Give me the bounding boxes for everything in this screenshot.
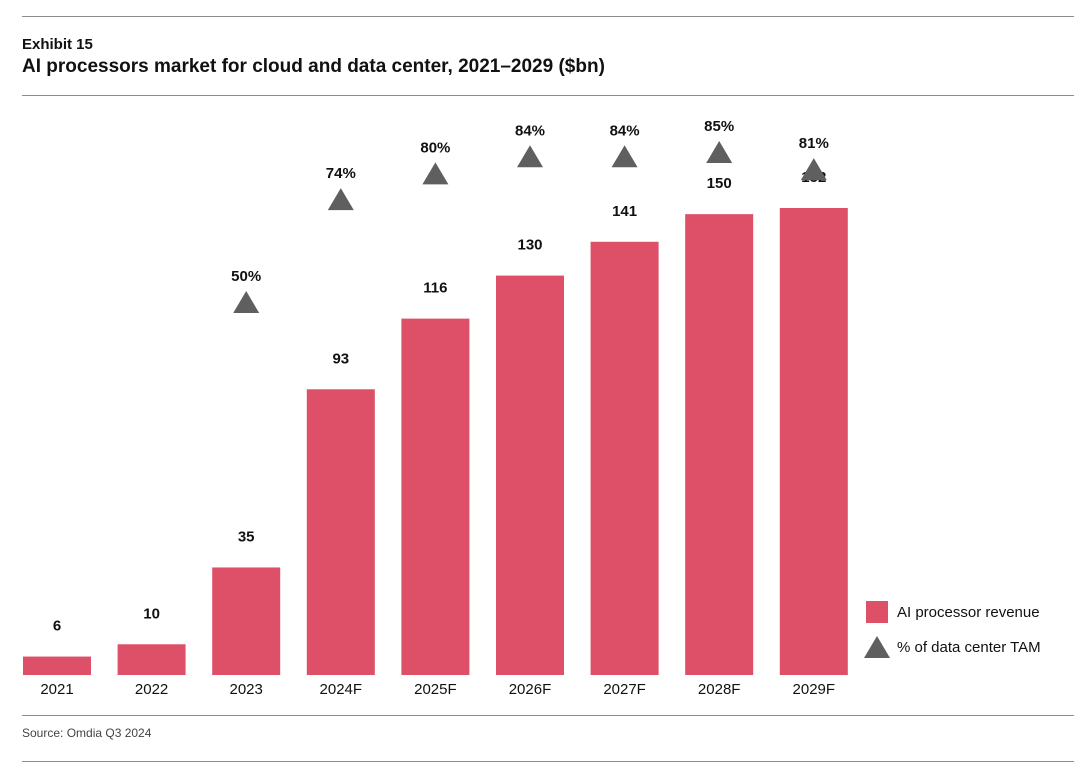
exhibit-label: Exhibit 15 xyxy=(22,36,93,53)
bottom-rule xyxy=(22,761,1074,762)
tam-marker-2028F xyxy=(706,141,733,163)
tam-label-2026F: 84% xyxy=(515,122,545,139)
legend-label-revenue: AI processor revenue xyxy=(897,604,1040,621)
tam-marker-2024F xyxy=(327,188,354,211)
bar-2029F xyxy=(779,208,848,675)
x-tick-label-2026F: 2026F xyxy=(509,681,552,698)
bar-2027F xyxy=(590,241,659,675)
bar-value-label-2028F: 150 xyxy=(707,175,732,192)
bar-2023 xyxy=(212,567,281,675)
source-note: Source: Omdia Q3 2024 xyxy=(22,726,152,740)
x-tick-label-2024F: 2024F xyxy=(320,681,363,698)
tam-label-2028F: 85% xyxy=(704,118,734,135)
tam-label-2027F: 84% xyxy=(610,122,640,139)
bar-2024F xyxy=(306,389,375,675)
bar-value-label-2024F: 93 xyxy=(332,350,349,367)
axis-rule xyxy=(22,715,1074,716)
tam-marker-2023 xyxy=(233,291,260,313)
x-tick-label-2028F: 2028F xyxy=(698,681,741,698)
bar-2022 xyxy=(117,644,186,675)
bar-2021 xyxy=(23,656,91,675)
tam-label-2023: 50% xyxy=(231,268,261,285)
bar-2025F xyxy=(401,318,470,675)
x-tick-label-2029F: 2029F xyxy=(793,681,836,698)
bar-value-label-2025F: 116 xyxy=(423,280,447,297)
title-rule xyxy=(22,95,1074,96)
bar-2026F xyxy=(496,275,564,675)
legend: AI processor revenue % of data center TAM xyxy=(864,601,1041,658)
bar-value-label-2023: 35 xyxy=(238,528,255,545)
top-rule xyxy=(22,16,1074,17)
x-tick-label-2027F: 2027F xyxy=(603,681,646,698)
tam-marker-2029F xyxy=(800,158,827,181)
bar-value-label-2021: 6 xyxy=(53,618,61,635)
tam-marker-2026F xyxy=(517,145,543,168)
tam-label-2024F: 74% xyxy=(326,165,356,182)
tam-label-2025F: 80% xyxy=(420,139,450,156)
x-axis-labels: 2021 2022 2023 2024F 2025F 2026F 2027F 2028F 202… xyxy=(40,681,835,698)
x-tick-label-2022: 2022 xyxy=(135,681,168,698)
legend-marker-tam xyxy=(864,636,890,658)
bar-2028F xyxy=(685,214,754,676)
marker-series: 50% 74% 80% 84% 84% 85% 81% xyxy=(231,118,829,313)
bar-value-label-2026F: 130 xyxy=(517,237,542,254)
bar-value-label-2027F: 141 xyxy=(612,203,637,220)
x-tick-label-2025F: 2025F xyxy=(414,681,457,698)
x-tick-label-2023: 2023 xyxy=(230,681,263,698)
bar-series: 6103593116130141150152 xyxy=(23,169,848,676)
chart-title: AI processors market for cloud and data … xyxy=(22,56,605,77)
tam-label-2029F: 81% xyxy=(799,135,829,152)
tam-marker-2025F xyxy=(422,162,449,185)
tam-marker-2027F xyxy=(611,145,638,168)
legend-swatch-revenue xyxy=(866,601,888,623)
legend-label-tam: % of data center TAM xyxy=(897,639,1041,656)
bar-value-label-2022: 10 xyxy=(143,605,160,622)
x-tick-label-2021: 2021 xyxy=(40,681,73,698)
